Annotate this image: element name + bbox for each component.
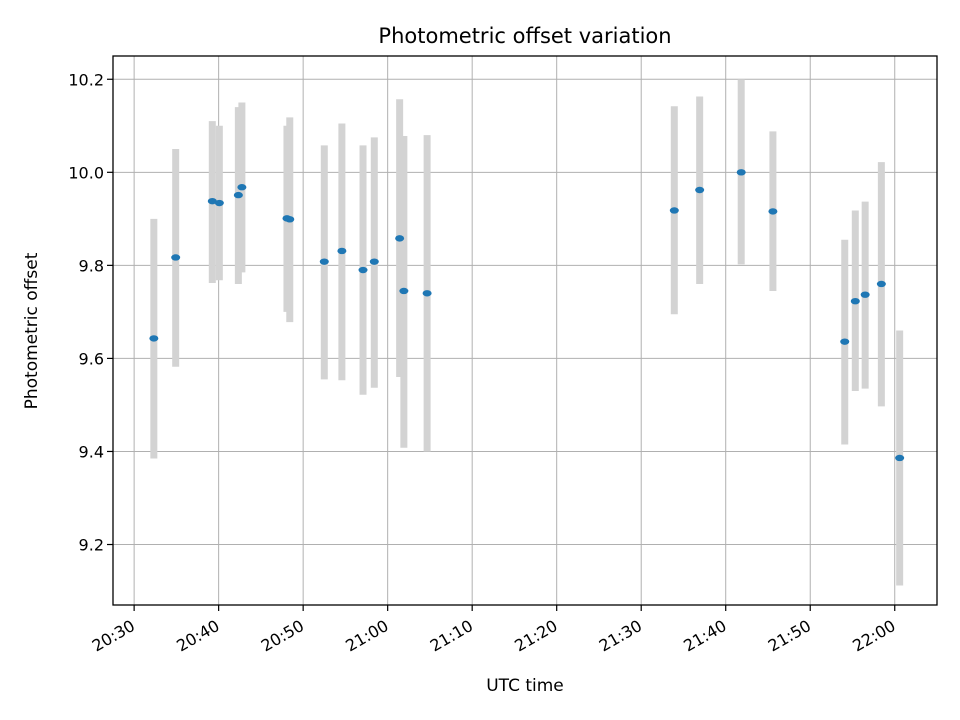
data-point	[369, 258, 379, 265]
data-point	[876, 280, 886, 288]
data-point	[233, 191, 243, 199]
data-point	[207, 197, 217, 205]
data-point	[895, 454, 905, 462]
data-points	[149, 169, 905, 462]
data-point	[337, 247, 347, 255]
data-point	[422, 290, 432, 297]
data-point	[399, 287, 409, 295]
data-point	[358, 266, 368, 274]
chart-title: Photometric offset variation	[378, 24, 671, 48]
data-point	[149, 335, 159, 342]
data-point	[285, 216, 295, 223]
data-point	[171, 254, 181, 261]
grid	[113, 56, 937, 605]
data-point	[237, 184, 247, 191]
y-tick-label: 10.2	[68, 70, 104, 89]
data-point	[840, 338, 850, 345]
data-point	[214, 199, 224, 207]
data-point	[695, 186, 705, 194]
x-axis-label: UTC time	[486, 676, 564, 696]
y-tick-label: 9.8	[79, 256, 104, 275]
plot-frame	[112, 55, 938, 606]
y-tick-label: 9.6	[79, 349, 104, 368]
data-point	[768, 208, 778, 215]
y-tick-label: 9.2	[79, 536, 104, 555]
y-axis-label: Photometric offset	[22, 252, 42, 409]
data-point	[395, 235, 405, 242]
data-point	[319, 258, 329, 265]
data-point	[669, 207, 679, 214]
data-point	[736, 169, 746, 176]
y-tick-label: 9.4	[79, 442, 104, 461]
y-axis-ticks: 9.2 9.4 9.6 9.8 10.0 10.2	[68, 70, 113, 555]
data-point	[860, 291, 870, 298]
y-tick-label: 10.0	[68, 163, 104, 182]
data-point	[850, 297, 860, 305]
